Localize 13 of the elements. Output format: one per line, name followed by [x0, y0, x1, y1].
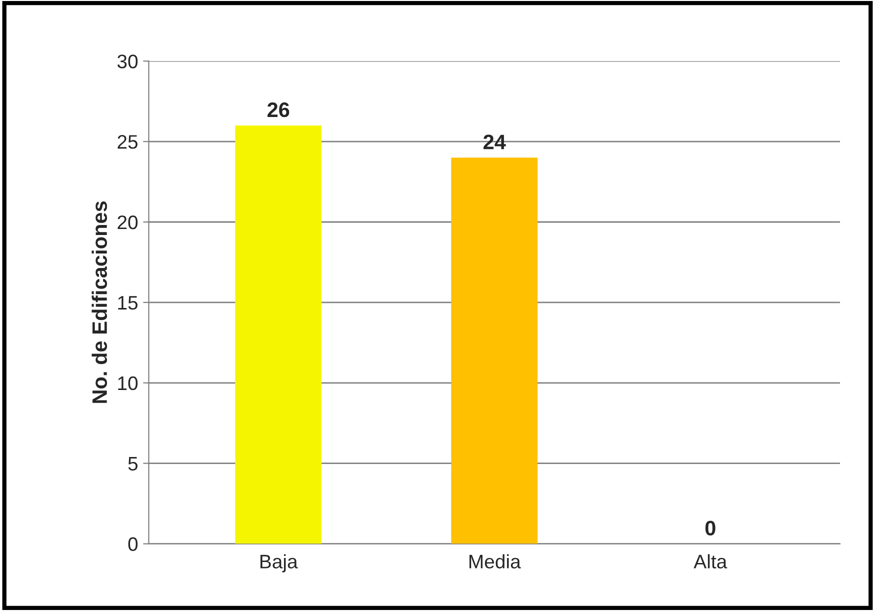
x-tick-label: Baja [260, 554, 298, 572]
y-tick-label: 0 [128, 537, 138, 552]
y-tick-label: 5 [128, 457, 138, 471]
y-tick-label: 20 [118, 215, 138, 230]
data-label: 26 [267, 102, 290, 118]
y-tick-label: 10 [118, 376, 138, 390]
x-tick-label: Alta [694, 554, 728, 568]
y-tick-label: 30 [117, 54, 138, 68]
y-tick-label: 15 [118, 296, 138, 310]
data-label: 0 [705, 520, 716, 536]
y-tick-label: 25 [118, 135, 138, 149]
x-tick-label: Media [469, 554, 521, 568]
y-axis-title: No. de Edificaciones [92, 201, 108, 403]
